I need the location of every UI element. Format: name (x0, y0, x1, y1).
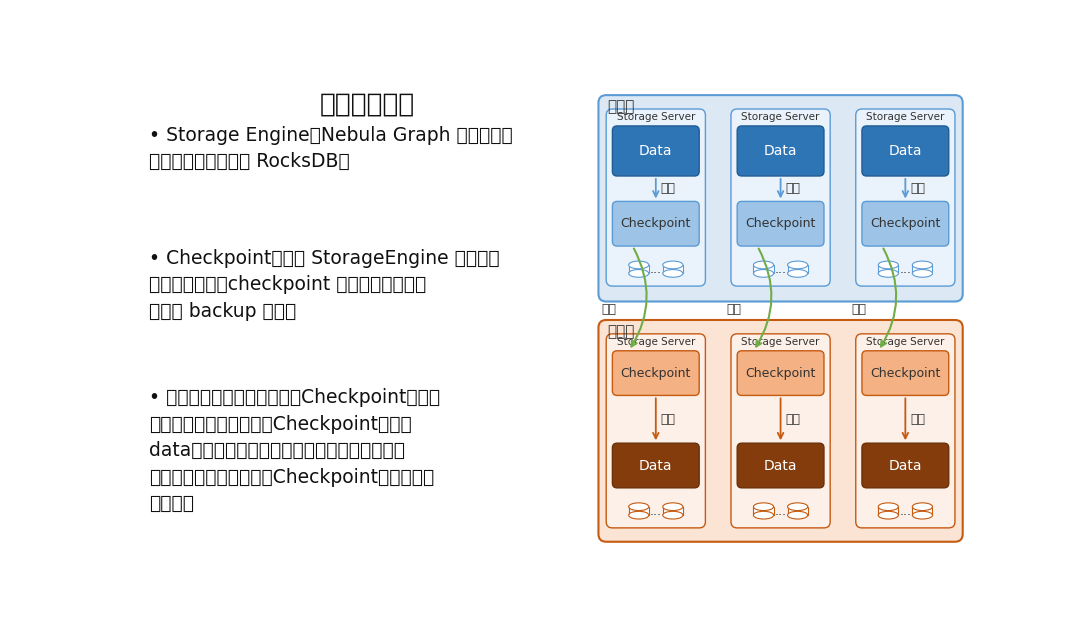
Text: ...: ... (650, 505, 662, 518)
FancyBboxPatch shape (862, 443, 948, 488)
Ellipse shape (878, 261, 899, 269)
Ellipse shape (629, 511, 649, 519)
Ellipse shape (913, 270, 932, 277)
FancyBboxPatch shape (612, 126, 699, 176)
Text: ...: ... (774, 505, 786, 518)
Text: ...: ... (900, 264, 912, 277)
FancyBboxPatch shape (612, 351, 699, 396)
Text: Checkpoint: Checkpoint (621, 367, 691, 379)
Ellipse shape (663, 503, 683, 511)
Ellipse shape (787, 503, 808, 511)
Text: 主集群: 主集群 (608, 99, 635, 114)
Ellipse shape (787, 270, 808, 277)
Bar (629, 506, 649, 515)
Text: 恢复: 恢复 (661, 413, 675, 426)
FancyBboxPatch shape (598, 95, 962, 302)
Text: Data: Data (639, 144, 673, 158)
Text: Checkpoint: Checkpoint (870, 217, 941, 230)
Ellipse shape (663, 261, 683, 269)
Text: Data: Data (889, 144, 922, 158)
Ellipse shape (913, 503, 932, 511)
Text: ...: ... (650, 264, 662, 277)
Text: 同步: 同步 (727, 303, 741, 316)
Text: Checkpoint: Checkpoint (621, 217, 691, 230)
Text: Storage Server: Storage Server (617, 112, 696, 122)
FancyBboxPatch shape (738, 443, 824, 488)
Text: Storage Server: Storage Server (741, 112, 820, 122)
Text: • Storage Engine：Nebula Graph 的最小物理
存储单元，目前支持 RocksDB；: • Storage Engine：Nebula Graph 的最小物理 存储单元… (149, 126, 513, 172)
Bar (787, 265, 808, 274)
Text: 恢复: 恢复 (910, 413, 924, 426)
Text: ...: ... (900, 505, 912, 518)
FancyBboxPatch shape (862, 351, 948, 396)
Ellipse shape (629, 503, 649, 511)
Bar (878, 506, 899, 515)
Ellipse shape (663, 511, 683, 519)
Ellipse shape (754, 503, 773, 511)
Text: Checkpoint: Checkpoint (745, 217, 815, 230)
Text: • 容灾策略：主集群定时创建Checkpoint，同步
到备集群，备集群只要将Checkpoint拷贝到
data目录就可以恢复备份数据；同理，如主集群
出现异: • 容灾策略：主集群定时创建Checkpoint，同步 到备集群，备集群只要将C… (149, 388, 440, 513)
Bar (754, 506, 773, 515)
Text: Storage Server: Storage Server (741, 337, 820, 347)
FancyBboxPatch shape (738, 351, 824, 396)
Bar (663, 506, 683, 515)
FancyBboxPatch shape (862, 202, 948, 246)
Ellipse shape (629, 261, 649, 269)
Text: Data: Data (764, 144, 797, 158)
Text: ...: ... (774, 264, 786, 277)
Bar (913, 265, 932, 274)
Text: 备集群: 备集群 (608, 324, 635, 339)
Ellipse shape (878, 503, 899, 511)
FancyBboxPatch shape (598, 320, 962, 541)
FancyBboxPatch shape (606, 334, 705, 528)
Text: 同步: 同步 (851, 303, 866, 316)
Text: 恢复: 恢复 (785, 413, 800, 426)
Text: Data: Data (639, 458, 673, 473)
Text: 备份: 备份 (910, 182, 924, 195)
Text: Checkpoint: Checkpoint (870, 367, 941, 379)
Text: Storage Server: Storage Server (866, 337, 945, 347)
Bar (787, 506, 808, 515)
FancyBboxPatch shape (606, 109, 705, 286)
Text: 同步: 同步 (602, 303, 617, 316)
Ellipse shape (913, 511, 932, 519)
Bar (629, 265, 649, 274)
Ellipse shape (629, 270, 649, 277)
Ellipse shape (754, 511, 773, 519)
Ellipse shape (787, 261, 808, 269)
Bar (663, 265, 683, 274)
FancyBboxPatch shape (855, 109, 955, 286)
Ellipse shape (787, 511, 808, 519)
Ellipse shape (754, 261, 773, 269)
FancyBboxPatch shape (738, 126, 824, 176)
Bar (913, 506, 932, 515)
FancyBboxPatch shape (738, 202, 824, 246)
Text: Storage Server: Storage Server (617, 337, 696, 347)
Ellipse shape (913, 261, 932, 269)
Ellipse shape (663, 270, 683, 277)
Text: 备份: 备份 (785, 182, 800, 195)
Ellipse shape (878, 270, 899, 277)
Ellipse shape (878, 511, 899, 519)
FancyBboxPatch shape (731, 109, 831, 286)
Bar (754, 265, 773, 274)
Text: Storage Server: Storage Server (866, 112, 945, 122)
Text: • Checkpoint：针对 StorageEngine 的一个时
间点上的快照，checkpoint 可以作为全量备份
的一个 backup 使用；: • Checkpoint：针对 StorageEngine 的一个时 间点上的快… (149, 249, 500, 321)
Text: Data: Data (889, 458, 922, 473)
FancyBboxPatch shape (855, 334, 955, 528)
FancyBboxPatch shape (612, 202, 699, 246)
Bar (878, 265, 899, 274)
FancyBboxPatch shape (612, 443, 699, 488)
Text: 备份: 备份 (661, 182, 675, 195)
Text: 数据异地容灾: 数据异地容灾 (320, 91, 415, 117)
Text: Checkpoint: Checkpoint (745, 367, 815, 379)
Ellipse shape (754, 270, 773, 277)
FancyBboxPatch shape (862, 126, 948, 176)
Text: Data: Data (764, 458, 797, 473)
FancyBboxPatch shape (731, 334, 831, 528)
